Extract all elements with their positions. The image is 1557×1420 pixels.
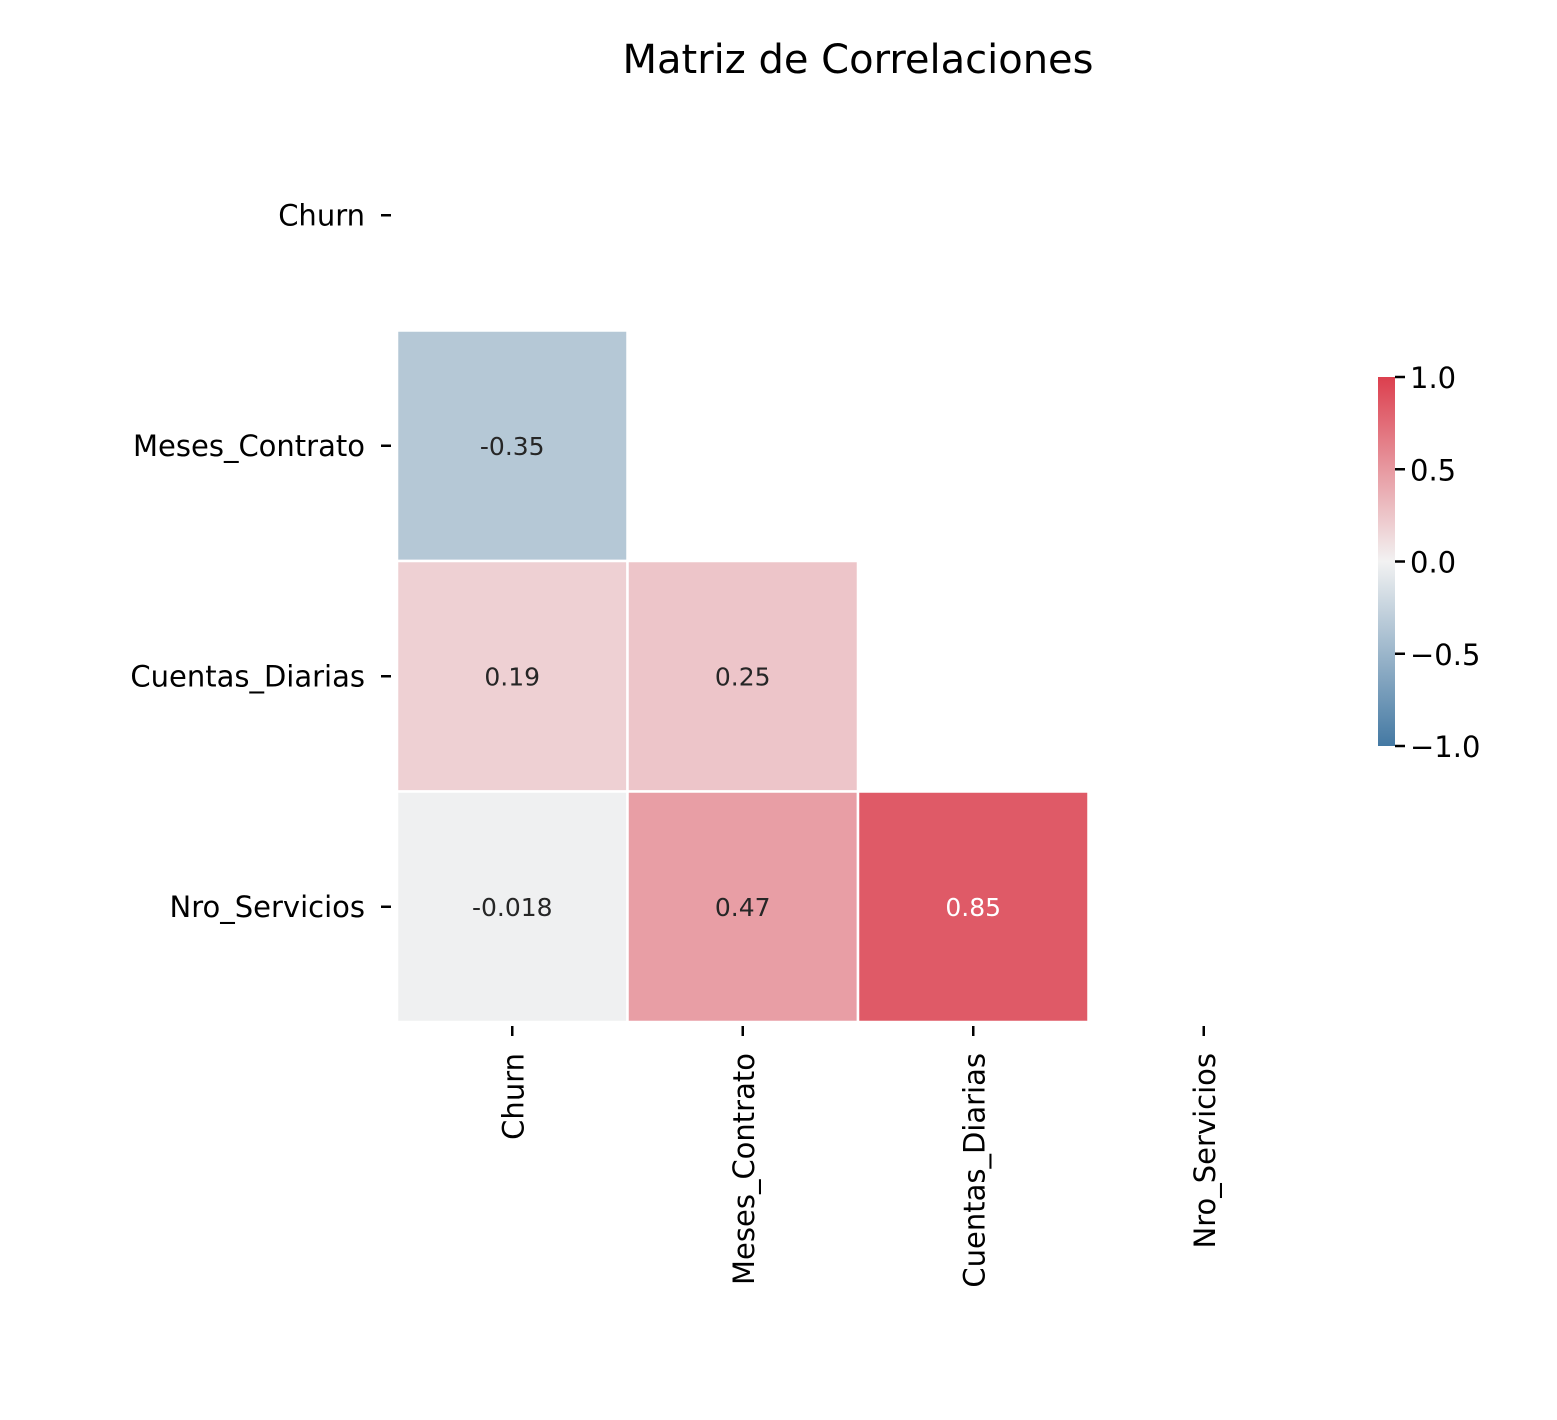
y-tick-label: Churn (278, 198, 365, 232)
cell-value-label: 0.85 (945, 893, 1001, 922)
colorbar: 1.0 0.5 0.0 −0.5 −1.0 (1378, 361, 1480, 764)
heatmap-cells: -0.35 0.19 0.25 -0.018 0.47 0.85 (395, 329, 1090, 1024)
cell-value-label: 0.47 (715, 893, 771, 922)
heatmap-cell (395, 790, 629, 1024)
y-tick-label: Nro_Servicios (170, 890, 365, 924)
heatmap-cell (626, 559, 860, 793)
y-tick-label: Meses_Contrato (133, 429, 365, 463)
colorbar-tick-label: −1.0 (1410, 730, 1480, 764)
heatmap-cell (856, 790, 1090, 1024)
colorbar-tick-label: 1.0 (1410, 361, 1456, 395)
y-axis: Churn Meses_Contrato Cuentas_Diarias Nro_Se… (130, 198, 391, 924)
colorbar-tick-label: 0.5 (1410, 453, 1456, 487)
heatmap-cell (395, 329, 629, 563)
colorbar-tick-label: 0.0 (1410, 546, 1456, 580)
y-tick-label: Cuentas_Diarias (130, 659, 365, 693)
x-tick-label: Cuentas_Diarias (957, 1053, 991, 1288)
x-tick-label: Meses_Contrato (727, 1053, 761, 1285)
chart-title: Matriz de Correlaciones (622, 37, 1093, 83)
cell-value-label: -0.018 (472, 893, 553, 922)
cell-value-label: 0.25 (715, 662, 771, 691)
x-axis: Churn Meses_Contrato Cuentas_Diarias Nro_Se… (496, 1026, 1222, 1288)
colorbar-tick-label: −0.5 (1410, 638, 1480, 672)
colorbar-gradient (1378, 377, 1395, 746)
cell-value-label: 0.19 (484, 662, 540, 691)
heatmap-cell (626, 790, 860, 1024)
heatmap-cell (395, 559, 629, 793)
cell-value-label: -0.35 (480, 432, 545, 461)
x-tick-label: Nro_Servicios (1188, 1053, 1222, 1248)
x-tick-label: Churn (496, 1053, 530, 1140)
